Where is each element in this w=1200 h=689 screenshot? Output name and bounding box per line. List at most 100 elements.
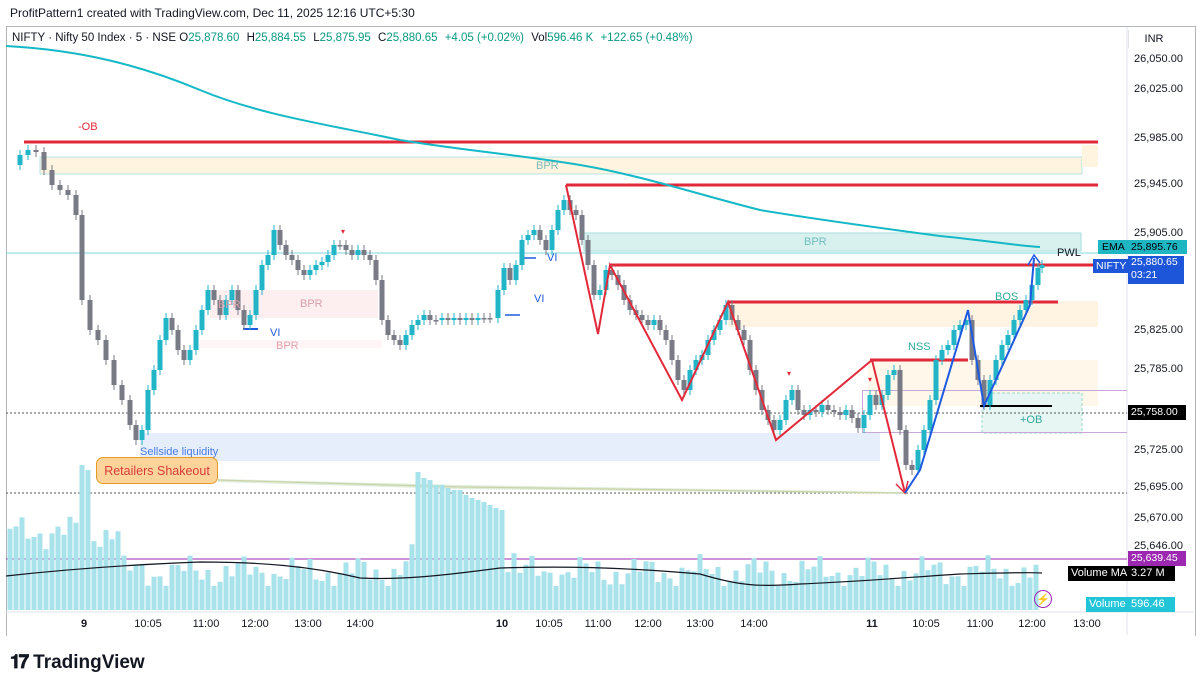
volume-bar <box>607 584 613 610</box>
candle-body <box>253 290 259 315</box>
volume-change-value: +122.65 (+0.48%) <box>600 32 693 44</box>
volume-bar <box>727 581 733 610</box>
screenshot-caption-bar: ProfitPattern1 created with TradingView.… <box>0 0 1200 26</box>
volume-bar <box>901 571 907 610</box>
candle-body <box>951 330 957 345</box>
volume-bar <box>583 563 589 610</box>
vi-label-2: VI <box>547 252 557 264</box>
candle-body <box>157 340 163 370</box>
candle-body <box>681 380 687 390</box>
candle-body <box>579 215 585 240</box>
time-axis-tick: 12:00 <box>1018 618 1046 630</box>
candle-body <box>175 330 181 350</box>
volume-bar <box>739 581 745 610</box>
candle-body <box>603 270 609 290</box>
candle-body <box>301 270 307 275</box>
volume-bar <box>481 502 487 610</box>
svg-text:▾: ▾ <box>868 375 872 384</box>
time-axis-tick: 12:00 <box>634 618 662 630</box>
candle-body <box>999 345 1005 360</box>
candle-body <box>543 240 549 250</box>
time-axis-tick: 10:05 <box>535 618 563 630</box>
volume-bar <box>295 565 301 610</box>
volume-bar <box>13 526 19 610</box>
volume-bar <box>883 564 889 610</box>
volume-bar <box>235 563 241 610</box>
volume-bar <box>799 560 805 610</box>
volume-bar <box>613 571 619 610</box>
volume-bar <box>913 573 919 610</box>
candle-body <box>343 245 349 250</box>
candle-body <box>573 210 579 215</box>
volume-bar <box>25 538 31 610</box>
volume-bar <box>103 530 109 610</box>
candle-body <box>795 390 801 410</box>
candle-body <box>373 260 379 280</box>
volume-bar <box>313 579 319 610</box>
candle-body <box>271 230 277 255</box>
volume-bar <box>283 579 289 610</box>
volume-bar <box>649 561 655 610</box>
volume-bar <box>1009 585 1015 610</box>
volume-bar <box>361 561 367 610</box>
candle-body <box>187 350 193 360</box>
candle-body <box>331 245 337 255</box>
candle-body <box>1039 265 1045 268</box>
time-axis[interactable]: 9 10:05 11:00 12:00 13:00 14:00 10 10:05 11:00 12… <box>81 618 1101 630</box>
volume-bar <box>43 549 49 610</box>
volume-bar <box>889 579 895 610</box>
vi-label-1: VI <box>270 327 280 339</box>
volume-bar <box>643 561 649 610</box>
volume-bar <box>289 557 295 610</box>
symbol-label[interactable]: NIFTY · Nifty 50 Index · 5 · NSE <box>12 32 177 44</box>
volume-bar <box>355 558 361 610</box>
volume-bar <box>733 570 739 610</box>
volume-bar <box>595 561 601 610</box>
price-axis-tick: 25,985.00 <box>1134 132 1183 144</box>
candle-body <box>687 370 693 390</box>
bpr-label-top: BPR <box>536 160 559 172</box>
candle-body <box>963 320 969 325</box>
candle-body <box>469 318 475 320</box>
candle-body <box>111 360 117 385</box>
volume-bar <box>847 575 853 610</box>
candle-body <box>525 235 531 240</box>
candle-body <box>367 255 373 260</box>
volume-bar <box>115 531 121 610</box>
candle-body <box>1023 300 1029 310</box>
ohlc-legend[interactable]: NIFTY · Nifty 50 Index · 5 · NSE O25,878… <box>12 30 697 46</box>
volume-bar <box>877 575 883 610</box>
volume-bar <box>979 571 985 610</box>
candle-body <box>849 410 855 418</box>
candle-body <box>451 318 457 320</box>
volume-bar <box>871 561 877 610</box>
bpr-zone-mid <box>583 232 1082 252</box>
candle-body <box>1011 320 1017 335</box>
candle-body <box>1005 335 1011 345</box>
candle-body <box>79 215 85 300</box>
volume-bar <box>403 561 409 610</box>
volume-bar <box>709 573 715 610</box>
volume-bar <box>1033 564 1039 610</box>
volume-bar <box>193 570 199 610</box>
svg-text:▾: ▾ <box>341 227 345 236</box>
volume-ma-line <box>5 561 1043 587</box>
candle-body <box>151 370 157 390</box>
candle-body <box>355 250 361 255</box>
candle-body <box>933 360 939 400</box>
volume-bar <box>247 574 253 610</box>
time-axis-tick: 10:05 <box>912 618 940 630</box>
volume-bar <box>787 581 793 610</box>
volume-bar <box>385 586 391 610</box>
volume-bar <box>133 565 139 610</box>
currency-button[interactable]: INR <box>1128 30 1179 48</box>
price-axis[interactable]: 26,050.00 26,025.00 25,985.00 25,945.00 25,9… <box>1134 53 1183 552</box>
volume-bar <box>439 485 445 610</box>
volume-bar <box>757 572 763 610</box>
candle-body <box>915 450 921 470</box>
lightning-icon[interactable]: ⚡ <box>1034 590 1052 608</box>
chart-pane[interactable] <box>6 26 1196 637</box>
volume-bar <box>691 571 697 610</box>
volume-bar <box>943 584 949 610</box>
